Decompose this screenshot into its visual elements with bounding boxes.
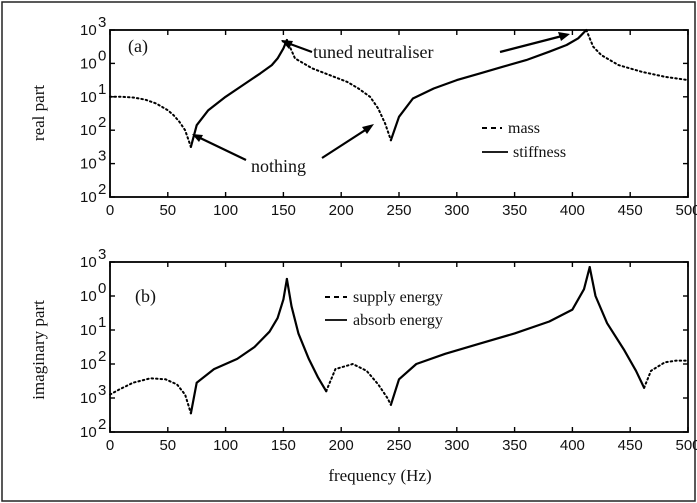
panel-b-curve-segment-7-dotted [643, 359, 689, 389]
panel-a-ytick-exponent: 2 [98, 114, 106, 131]
panel-a-ytick-label: 10 [80, 22, 97, 39]
panel-b-xtick-label: 500 [675, 437, 697, 454]
panel-b-curve-segment-2-solid [189, 277, 288, 415]
legend-absorb-energy-label: absorb energy [353, 312, 443, 329]
panel-a-xtick-label: 50 [159, 202, 176, 219]
panel-b-curve-segment-3-solid [285, 277, 328, 393]
annotation-nothing-text: nothing [251, 156, 306, 176]
annotation-nothing-arrow-left [195, 135, 247, 161]
panel-b-ytick-exponent: 3 [98, 382, 106, 399]
panel-b-xtick-label: 50 [159, 437, 176, 454]
panel-b-xtick-label: 350 [502, 437, 527, 454]
panel-a-xtick-label: 300 [444, 202, 469, 219]
panel-a-ytick-exponent: 2 [98, 181, 106, 198]
panel-b-ytick-label: 10 [80, 390, 97, 407]
panel-b-xlabel: frequency (Hz) [328, 466, 431, 485]
panel-b-legend: supply energy absorb energy [325, 289, 443, 329]
panel-a-ytick-exponent: 1 [98, 81, 106, 98]
panel-b-xtick-label: 150 [271, 437, 296, 454]
panel-a-xtick-label: 350 [502, 202, 527, 219]
panel-b-ytick-exponent: 1 [98, 314, 106, 331]
panel-b-xtick-label: 300 [444, 437, 469, 454]
panel-b-ytick-exponent: 2 [98, 348, 106, 365]
panel-a-ytick-label: 10 [80, 122, 97, 139]
panel-a-ytick-exponent: 0 [98, 47, 106, 64]
panel-a-ytick-label: 10 [80, 55, 97, 72]
panel-b-curve-segment-1-dotted [109, 377, 192, 415]
panel-a-xtick-label: 250 [386, 202, 411, 219]
panel-b-ytick-exponent: 0 [98, 280, 106, 297]
panel-b-xtick-label: 200 [329, 437, 354, 454]
panel-b-ytick-label: 10 [80, 288, 97, 305]
panel-b-ytick-label: 10 [80, 356, 97, 373]
annotation-tuned-neutraliser-arrowhead-left [281, 40, 293, 49]
annotation-nothing: nothing [192, 124, 374, 176]
panel-b-xtick-label: 400 [560, 437, 585, 454]
panel-a-ytick-label: 10 [80, 89, 97, 106]
panel-b-xtick-label: 250 [386, 437, 411, 454]
annotation-tuned-neutraliser-text: tuned neutraliser [313, 42, 433, 62]
panel-b-ytick-label: 10 [80, 322, 97, 339]
panel-a-xtick-label: 200 [329, 202, 354, 219]
panel-a-xtick-label: 100 [213, 202, 238, 219]
panel-a-xtick-label: 400 [560, 202, 585, 219]
panel-a-xtick-label: 150 [271, 202, 296, 219]
panel-b-xtick-label: 100 [213, 437, 238, 454]
panel-a-curve-segment-3-dotted [285, 39, 392, 142]
panel-b-axes-box [109, 261, 689, 433]
panel-a-ytick-exponent: 3 [98, 14, 106, 31]
legend-stiffness-label: stiffness [513, 144, 566, 161]
annotation-tuned-neutraliser: tuned neutraliser [281, 32, 570, 62]
annotation-nothing-arrow-right [321, 126, 371, 159]
panel-b-xtick-label: 450 [618, 437, 643, 454]
panel-b-curves [109, 266, 689, 415]
panel-a-xtick-label: 450 [618, 202, 643, 219]
panel-b-ytick-exponent: 2 [98, 416, 106, 433]
panel-b-ylabel: imaginary part [29, 300, 48, 400]
panel-b-curve-segment-4-dotted [325, 363, 392, 406]
panel-a-curve-segment-5-dotted [585, 29, 689, 82]
panel-b-xtick-label: 0 [106, 437, 114, 454]
panel-b-ytick-exponent: 3 [98, 246, 106, 263]
panel-a-legend: mass stiffness [482, 120, 566, 161]
legend-mass-label: mass [508, 120, 540, 137]
annotation-nothing-arrowhead-left [192, 134, 203, 142]
annotation-tuned-neutraliser-arrowhead-right [558, 32, 570, 41]
panel-b-curve-segment-6-solid [588, 266, 646, 389]
panel-a-curve-segment-1-dotted [109, 95, 192, 148]
panel-b-ytick-label: 10 [80, 254, 97, 271]
panel-a-xtick-label: 500 [675, 202, 697, 219]
panel-a-ytick-exponent: 3 [98, 148, 106, 165]
panel-a-curves [109, 28, 689, 148]
panel-a-ytick-label: 10 [80, 156, 97, 173]
panel-a-curve-segment-4-solid [389, 28, 588, 142]
annotation-tuned-neutraliser-arrow-right [499, 33, 567, 54]
legend-supply-energy-label: supply energy [353, 289, 443, 306]
panel-a-tag: (a) [128, 36, 148, 57]
annotation-nothing-arrowhead-right [362, 124, 374, 134]
panel-a-ytick-label: 10 [80, 189, 97, 206]
panel-a-ylabel: real part [29, 85, 48, 141]
panel-b-ytick-label: 10 [80, 424, 97, 441]
panel-b-curve-segment-5-solid [389, 266, 591, 406]
panel-a-curve-segment-2-solid [189, 38, 288, 148]
panel-a-xtick-label: 0 [106, 202, 114, 219]
panel-b-tag: (b) [135, 286, 156, 307]
